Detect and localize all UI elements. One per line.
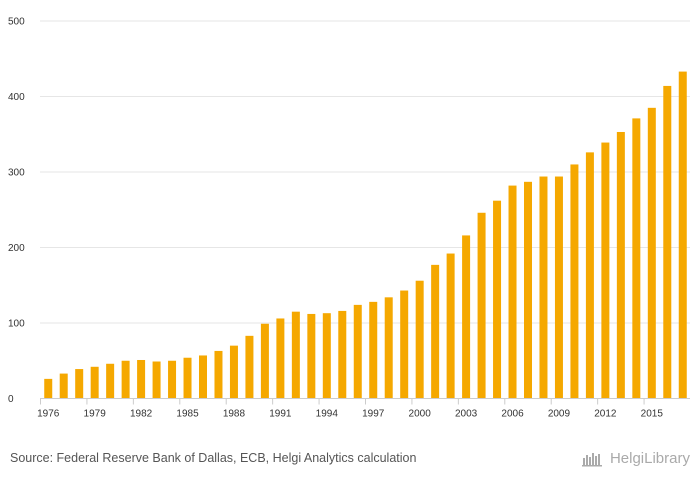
bar [75, 369, 84, 399]
bar [663, 85, 672, 399]
x-tick-label: 2003 [455, 409, 478, 420]
bar [508, 185, 517, 399]
bar [554, 176, 563, 399]
bar [431, 264, 440, 399]
x-tick-label: 1988 [223, 409, 246, 420]
source-note: Source: Federal Reserve Bank of Dallas, … [10, 451, 417, 465]
y-tick-label: 500 [8, 17, 25, 28]
y-tick-label: 0 [8, 394, 14, 405]
bar [415, 280, 424, 399]
bar [369, 301, 378, 399]
x-tick-label: 1976 [37, 409, 60, 420]
bar [493, 200, 502, 399]
bar [601, 142, 610, 399]
bar [353, 304, 362, 399]
x-tick-label: 1991 [269, 409, 292, 420]
x-tick-label: 2000 [409, 409, 432, 420]
bar [524, 181, 532, 399]
x-tick-label: 2006 [501, 409, 524, 420]
bar [59, 373, 68, 399]
brand-name: HelgiLibrary [609, 449, 690, 467]
bar [276, 318, 285, 399]
bar [199, 355, 207, 399]
x-tick-label: 2009 [548, 409, 571, 420]
bar [183, 357, 192, 399]
bar [121, 360, 130, 399]
bar [307, 313, 316, 399]
y-tick-label: 300 [8, 168, 25, 179]
bar [137, 359, 146, 399]
bar [570, 164, 579, 399]
bar [90, 366, 99, 399]
x-tick-label: 1994 [316, 409, 339, 420]
bar [44, 378, 53, 399]
y-tick-label: 400 [8, 92, 25, 103]
bar [446, 253, 455, 399]
bar [585, 152, 594, 399]
x-tick-label: 1985 [176, 409, 199, 420]
bar [539, 176, 548, 399]
bar [168, 360, 177, 399]
bar [462, 235, 471, 399]
bar [338, 310, 347, 399]
bar [477, 212, 486, 399]
y-tick-label: 200 [8, 243, 25, 254]
x-tick-label: 2015 [641, 409, 664, 420]
bar [632, 118, 641, 399]
bar [678, 71, 687, 399]
bar [229, 345, 238, 399]
helgi-logo-icon [581, 453, 602, 467]
bars [44, 71, 687, 399]
x-tick-label: 1982 [130, 409, 153, 420]
y-tick-label: 100 [8, 319, 25, 330]
bar [245, 335, 254, 399]
bar [260, 323, 269, 399]
x-axis-labels: 1976 1979 1982 1985 1988 1991 1994 1997 2000 2003… [37, 409, 663, 420]
bar [322, 313, 331, 399]
bar [384, 297, 393, 399]
bar [400, 290, 409, 399]
bar [106, 363, 115, 399]
x-tick-label: 1979 [84, 409, 107, 420]
bar [647, 107, 656, 399]
y-axis-labels: 0 100 200 300 400 500 [8, 17, 25, 406]
x-tick-label: 2012 [594, 409, 617, 420]
x-tick-label: 1997 [362, 409, 385, 420]
grid-lines [40, 20, 690, 324]
bar [152, 361, 161, 399]
x-axis-ticks [40, 398, 645, 405]
bar [214, 350, 223, 399]
helgi-library-logo: HelgiLibrary [581, 449, 690, 467]
bar [291, 311, 300, 399]
bar [616, 131, 625, 399]
